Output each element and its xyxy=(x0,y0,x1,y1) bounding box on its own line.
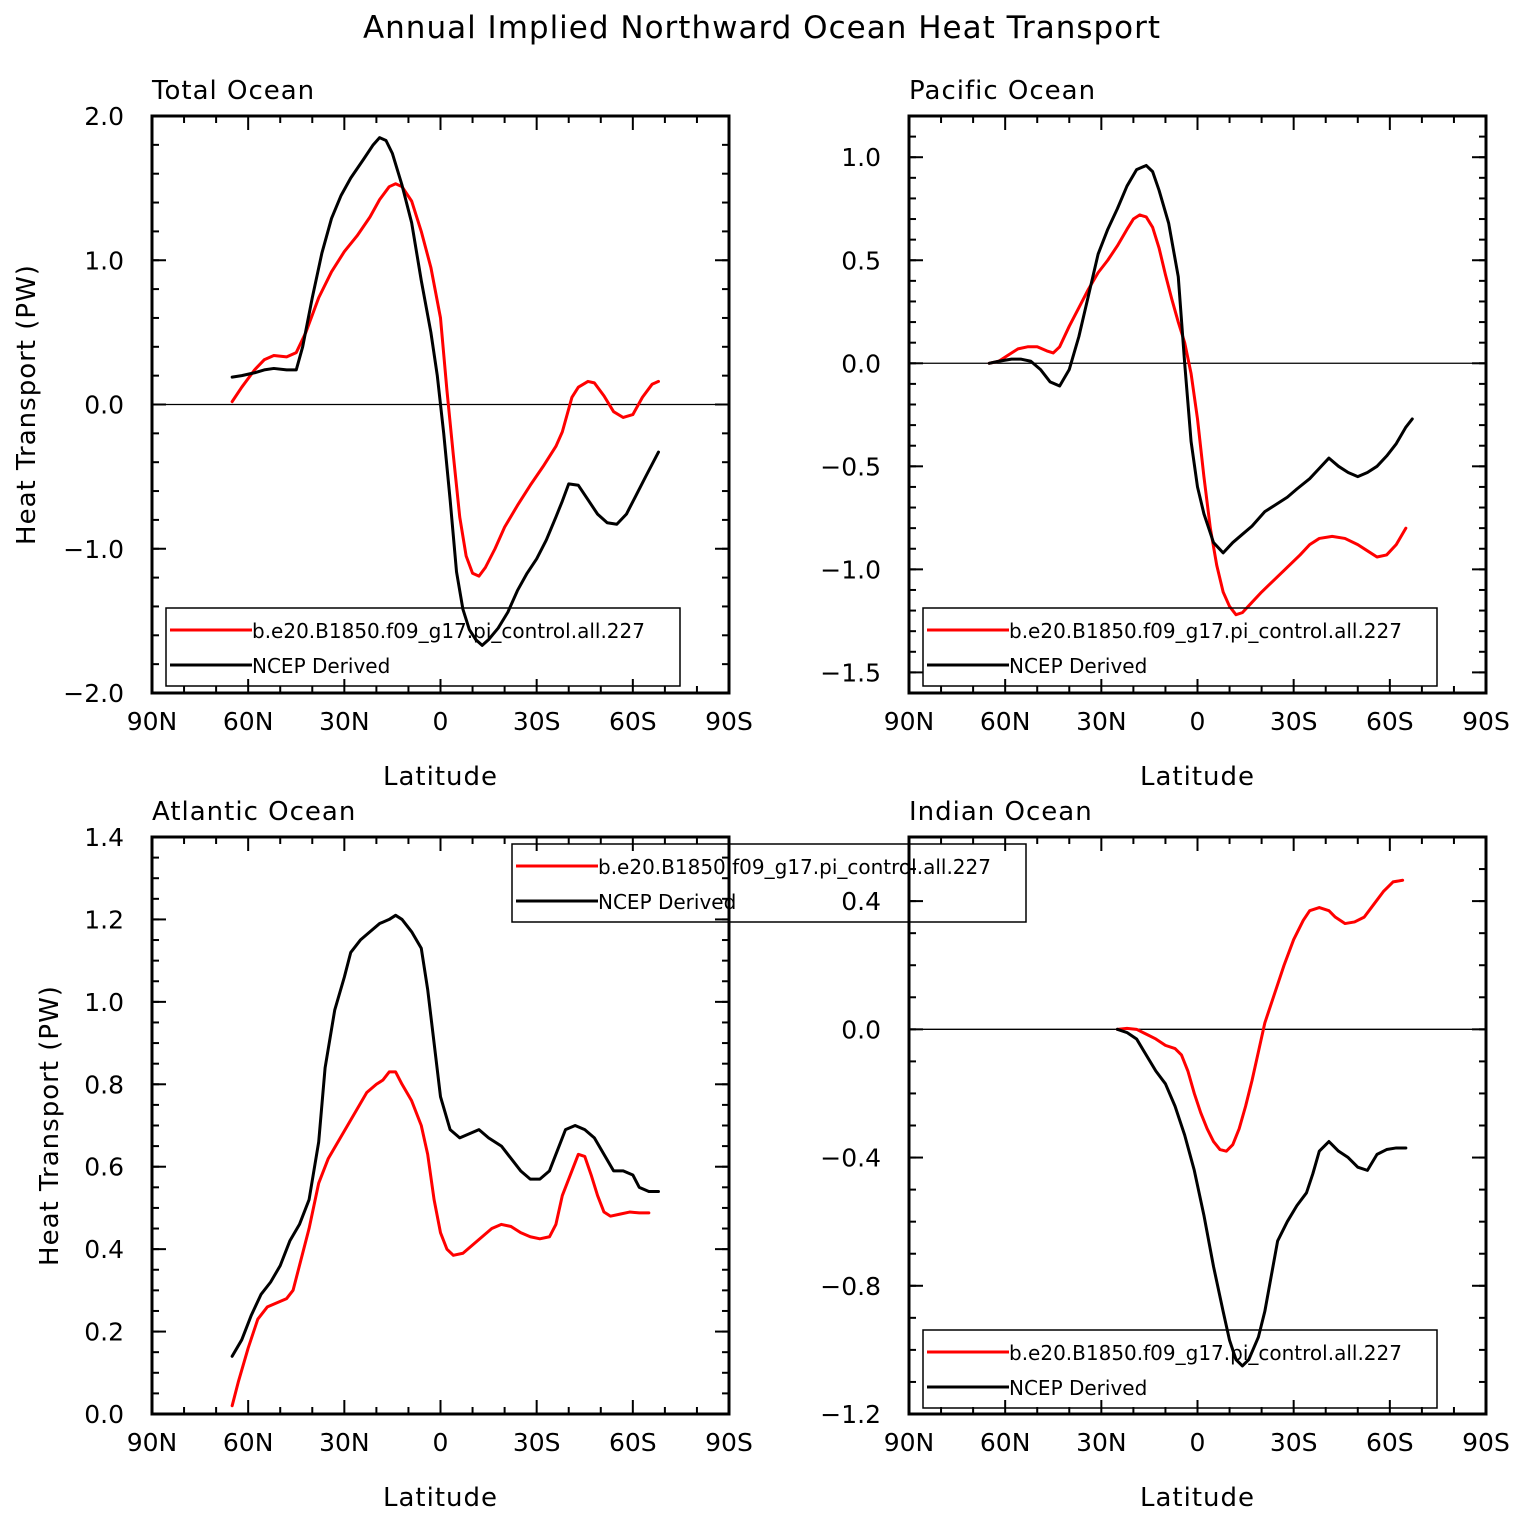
x-tick-label: 0 xyxy=(433,707,449,736)
y-tick-label: 0.0 xyxy=(84,391,124,420)
x-tick-label: 30N xyxy=(1076,707,1127,736)
panel-total-ocean: 90N 60N 30N 0 30S 60S 90S −2.0 −1.0 0.0 1.0 2.0 Tota… xyxy=(12,76,753,792)
x-axis-label: Latitude xyxy=(383,762,498,792)
x-axis-label: Latitude xyxy=(1140,762,1255,792)
panel-atlantic-ocean: 90N 60N 30N 0 30S 60S 90S 0.0 0.2 0.4 0.6 0.8 1.0 1.2… xyxy=(35,797,1027,1513)
x-tick-label: 60N xyxy=(223,1428,274,1457)
x-tick-label: 30N xyxy=(319,1428,370,1457)
panel-pacific-ocean: 90N 60N 30N 0 30S 60S 90S −1.5 −1.0 −0.5 0.0 0.5 1.0… xyxy=(820,76,1510,792)
x-tick-label: 90N xyxy=(127,1428,178,1457)
y-tick-label: 1.2 xyxy=(84,905,124,934)
y-tick-label: 1.0 xyxy=(84,246,124,275)
y-tick-label: 0.2 xyxy=(84,1318,124,1347)
x-tick-label: 30N xyxy=(1076,1428,1127,1457)
series-line-model xyxy=(230,1070,651,1408)
x-tick-label: 60S xyxy=(1366,707,1414,736)
panel-title: Atlantic Ocean xyxy=(152,797,356,827)
y-tick-label: 0.8 xyxy=(84,1070,124,1099)
panel-title: Total Ocean xyxy=(151,76,315,106)
x-tick-label: 0 xyxy=(433,1428,449,1457)
series-line-model xyxy=(987,213,1408,617)
series-line-model xyxy=(1115,878,1405,1153)
figure-title: Annual Implied Northward Ocean Heat Tran… xyxy=(362,10,1162,46)
x-tick-label: 60N xyxy=(223,707,274,736)
x-tick-label: 30S xyxy=(513,1428,561,1457)
legend: b.e20.B1850.f09_g17.pi_control.all.227 NC… xyxy=(511,843,1027,923)
y-tick-label: −1.5 xyxy=(820,658,881,687)
series-line-model xyxy=(230,182,660,578)
legend-entry: b.e20.B1850.f09_g17.pi_control.all.227 xyxy=(1009,1341,1402,1365)
plot-frame xyxy=(907,835,1488,1416)
legend-box xyxy=(922,1329,1438,1409)
x-tick-label: 60S xyxy=(609,1428,657,1457)
x-tick-label: 30N xyxy=(319,707,370,736)
legend-entry: NCEP Derived xyxy=(1009,1376,1147,1400)
y-tick-label: 0.6 xyxy=(84,1153,124,1182)
y-tick-label: −1.2 xyxy=(820,1400,881,1429)
x-tick-label: 90N xyxy=(127,707,178,736)
y-tick-label: −1.0 xyxy=(820,555,881,584)
x-tick-label: 90N xyxy=(884,707,935,736)
series-line-ncep xyxy=(230,913,660,1358)
x-tick-label: 60N xyxy=(980,707,1031,736)
legend: b.e20.B1850.f09_g17.pi_control.all.227 NC… xyxy=(922,1329,1438,1409)
y-tick-label: −0.8 xyxy=(820,1272,881,1301)
x-axis-label: Latitude xyxy=(1140,1483,1255,1513)
y-tick-label: −0.4 xyxy=(820,1144,881,1173)
series-line-ncep xyxy=(230,136,660,647)
legend-box xyxy=(165,607,681,687)
y-tick-label: 1.0 xyxy=(841,143,881,172)
x-tick-label: 30S xyxy=(513,707,561,736)
legend-entry: b.e20.B1850.f09_g17.pi_control.all.227 xyxy=(252,619,645,643)
y-axis-label: Heat Transport (PW) xyxy=(12,264,42,545)
y-tick-label: 0.0 xyxy=(841,349,881,378)
series-line-ncep xyxy=(987,163,1414,555)
y-tick-label: 0.0 xyxy=(84,1400,124,1429)
series-line-ncep xyxy=(1115,1027,1408,1368)
x-tick-label: 90S xyxy=(705,707,753,736)
legend-box xyxy=(511,843,1027,923)
y-tick-label: 0.0 xyxy=(841,1015,881,1044)
x-tick-label: 60S xyxy=(1366,1428,1414,1457)
plot-frame xyxy=(150,835,731,1416)
legend: b.e20.B1850.f09_g17.pi_control.all.227 NC… xyxy=(165,607,681,687)
x-axis-label: Latitude xyxy=(383,1483,498,1513)
y-axis-label: Heat Transport (PW) xyxy=(35,985,65,1266)
x-tick-label: 0 xyxy=(1190,707,1206,736)
y-tick-label: 0.4 xyxy=(841,887,881,916)
x-tick-label: 30S xyxy=(1270,707,1318,736)
x-tick-label: 90S xyxy=(705,1428,753,1457)
y-tick-label: 0.4 xyxy=(84,1235,124,1264)
legend-entry: b.e20.B1850.f09_g17.pi_control.all.227 xyxy=(598,855,991,879)
panel-title: Indian Ocean xyxy=(909,797,1093,827)
x-tick-label: 60N xyxy=(980,1428,1031,1457)
plot-frame xyxy=(907,114,1488,695)
y-tick-label: −0.5 xyxy=(820,452,881,481)
x-tick-label: 90S xyxy=(1462,1428,1510,1457)
x-tick-label: 90S xyxy=(1462,707,1510,736)
legend: b.e20.B1850.f09_g17.pi_control.all.227 NC… xyxy=(922,607,1438,687)
y-tick-label: −2.0 xyxy=(63,679,124,708)
x-tick-label: 60S xyxy=(609,707,657,736)
y-tick-label: −1.0 xyxy=(63,535,124,564)
legend-entry: b.e20.B1850.f09_g17.pi_control.all.227 xyxy=(1009,619,1402,643)
legend-entry: NCEP Derived xyxy=(1009,654,1147,678)
panel-indian-ocean: 90N 60N 30N 0 30S 60S 90S −1.2 −0.8 −0.4 0.0 0.4 Ind… xyxy=(820,797,1510,1513)
y-tick-label: 1.0 xyxy=(84,988,124,1017)
legend-entry: NCEP Derived xyxy=(598,890,736,914)
legend-entry: NCEP Derived xyxy=(252,654,390,678)
y-tick-label: 2.0 xyxy=(84,102,124,131)
y-tick-label: 1.4 xyxy=(84,823,124,852)
legend-box xyxy=(922,607,1438,687)
x-tick-label: 0 xyxy=(1190,1428,1206,1457)
y-tick-label: 0.5 xyxy=(841,246,881,275)
panel-title: Pacific Ocean xyxy=(909,76,1096,106)
x-tick-label: 30S xyxy=(1270,1428,1318,1457)
x-tick-label: 90N xyxy=(884,1428,935,1457)
